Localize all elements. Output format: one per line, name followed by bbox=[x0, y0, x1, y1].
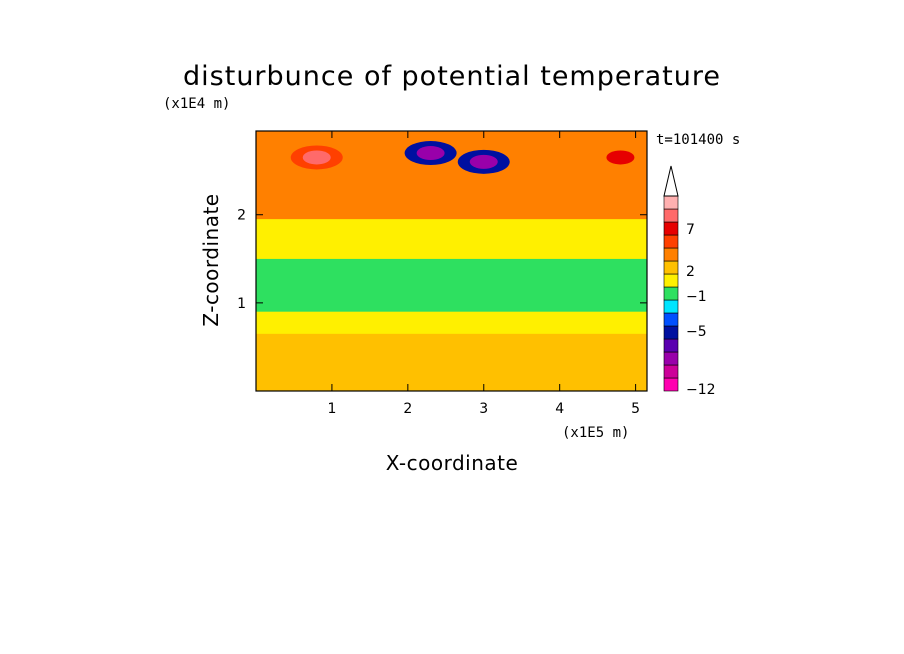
colorbar-label-1: 2 bbox=[686, 264, 695, 280]
colorbar-label-2: −1 bbox=[686, 289, 707, 305]
x-axis-title: X-coordinate bbox=[386, 451, 519, 475]
chart-title: disturbunce of potential temperature bbox=[183, 61, 721, 92]
colorbar-swatch-3 bbox=[663, 338, 679, 353]
band-3 bbox=[256, 219, 647, 259]
colorbar-swatch-10 bbox=[663, 247, 679, 262]
colorbar-swatch-1 bbox=[663, 364, 679, 379]
colorbar-swatch-7 bbox=[663, 286, 679, 301]
colorbar-swatch-9 bbox=[663, 260, 679, 275]
x-axis-ticks: 1 2 3 4 5 bbox=[327, 131, 640, 417]
y-axis-title: Z-coordinate bbox=[199, 193, 223, 326]
band-4 bbox=[256, 131, 647, 220]
x-tick-label-2: 3 bbox=[479, 401, 488, 417]
colorbar-swatch-6 bbox=[663, 299, 679, 314]
y-axis-ticks: 12 bbox=[237, 208, 647, 312]
colorbar-swatch-2 bbox=[663, 351, 679, 366]
y-scale-label: (x1E4 m) bbox=[163, 96, 230, 112]
feature-core-2 bbox=[469, 154, 498, 169]
band-1 bbox=[256, 311, 647, 334]
temperature-bands bbox=[256, 131, 647, 391]
feature-core-3 bbox=[606, 150, 635, 165]
time-label: t=101400 s bbox=[656, 132, 740, 148]
y-tick-label-1: 2 bbox=[237, 208, 246, 224]
colorbar-label-0: 7 bbox=[686, 222, 695, 238]
colorbar-swatch-13 bbox=[663, 208, 679, 223]
x-scale-label: (x1E5 m) bbox=[562, 425, 629, 441]
anomaly-features bbox=[290, 141, 647, 174]
feature-core-1 bbox=[416, 146, 445, 161]
colorbar-label-3: −5 bbox=[686, 324, 707, 340]
y-tick-label-0: 1 bbox=[237, 296, 246, 312]
plot-frame bbox=[255, 130, 648, 392]
colorbar: 7 2 −1 −5 −12 bbox=[663, 165, 716, 398]
colorbar-swatch-0 bbox=[663, 377, 679, 392]
colorbar-arrow bbox=[663, 165, 679, 197]
band-0 bbox=[256, 333, 647, 391]
colorbar-swatch-12 bbox=[663, 221, 679, 236]
x-tick-label-4: 5 bbox=[631, 401, 640, 417]
band-2 bbox=[256, 258, 647, 312]
colorbar-swatch-4 bbox=[663, 325, 679, 340]
x-tick-label-3: 4 bbox=[555, 401, 564, 417]
colorbar-swatch-5 bbox=[663, 312, 679, 327]
x-tick-label-1: 2 bbox=[403, 401, 412, 417]
colorbar-swatch-14 bbox=[663, 195, 679, 210]
x-tick-label-0: 1 bbox=[327, 401, 336, 417]
colorbar-swatch-8 bbox=[663, 273, 679, 288]
feature-core-0 bbox=[302, 150, 331, 165]
colorbar-label-4: −12 bbox=[686, 382, 716, 398]
colorbar-swatch-11 bbox=[663, 234, 679, 249]
